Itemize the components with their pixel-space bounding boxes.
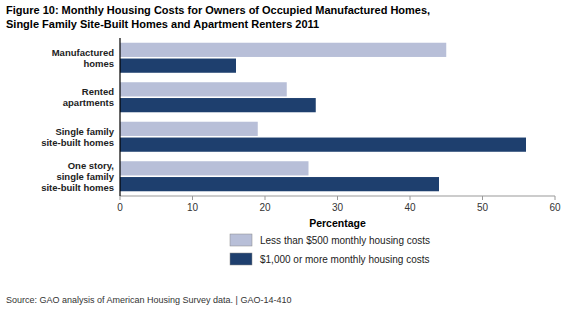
x-tick-label: 0 [117, 202, 123, 213]
title: Figure 10: Monthly Housing Costs for Own… [6, 4, 430, 16]
category-label-line: site-built homes [41, 182, 114, 193]
bar [120, 122, 258, 136]
x-tick-label: 60 [549, 202, 561, 213]
subtitle: Single Family Site-Built Homes and Apart… [6, 18, 319, 30]
bar [120, 59, 236, 73]
bar [120, 177, 439, 191]
x-tick-label: 10 [187, 202, 199, 213]
category-label-line: single family [56, 171, 114, 182]
bar [120, 98, 316, 112]
category-label-line: site-built homes [41, 137, 114, 148]
category-label-line: Manufactured [52, 47, 114, 58]
x-tick-label: 50 [477, 202, 489, 213]
x-tick [555, 196, 556, 200]
bar [120, 82, 287, 96]
x-tick [337, 196, 338, 200]
category-label-line: Single family [55, 126, 114, 137]
zero-line [119, 38, 120, 196]
category-label-line: homes [83, 58, 114, 69]
source-note: Source: GAO analysis of American Housing… [6, 295, 291, 305]
bars [120, 43, 526, 192]
x-tick-label: 20 [259, 202, 271, 213]
x-tick-label: 40 [404, 202, 416, 213]
category-label: One story,single familysite-built homes [41, 160, 115, 193]
x-tick [482, 196, 483, 200]
category-label: Rentedapartments [63, 86, 114, 108]
legend-swatch [230, 253, 252, 265]
category-label-line: One story, [68, 160, 114, 171]
category-label: Manufacturedhomes [52, 47, 114, 69]
bar [120, 161, 309, 175]
x-tick [265, 196, 266, 200]
bar [120, 138, 526, 152]
chart: Figure 10: Monthly Housing Costs for Own… [0, 0, 575, 311]
legend-swatch [230, 234, 252, 246]
x-tick [192, 196, 193, 200]
x-tick [410, 196, 411, 200]
x-tick-label: 30 [332, 202, 344, 213]
x-tick [120, 196, 121, 200]
bar [120, 43, 446, 57]
legend-label: $1,000 or more monthly housing costs [260, 254, 430, 265]
legend-label: Less than $500 monthly housing costs [260, 235, 430, 246]
category-label: Single familysite-built homes [41, 126, 115, 148]
category-label-line: apartments [63, 97, 114, 108]
x-axis-label: Percentage [309, 217, 366, 229]
category-label-line: Rented [82, 86, 114, 97]
